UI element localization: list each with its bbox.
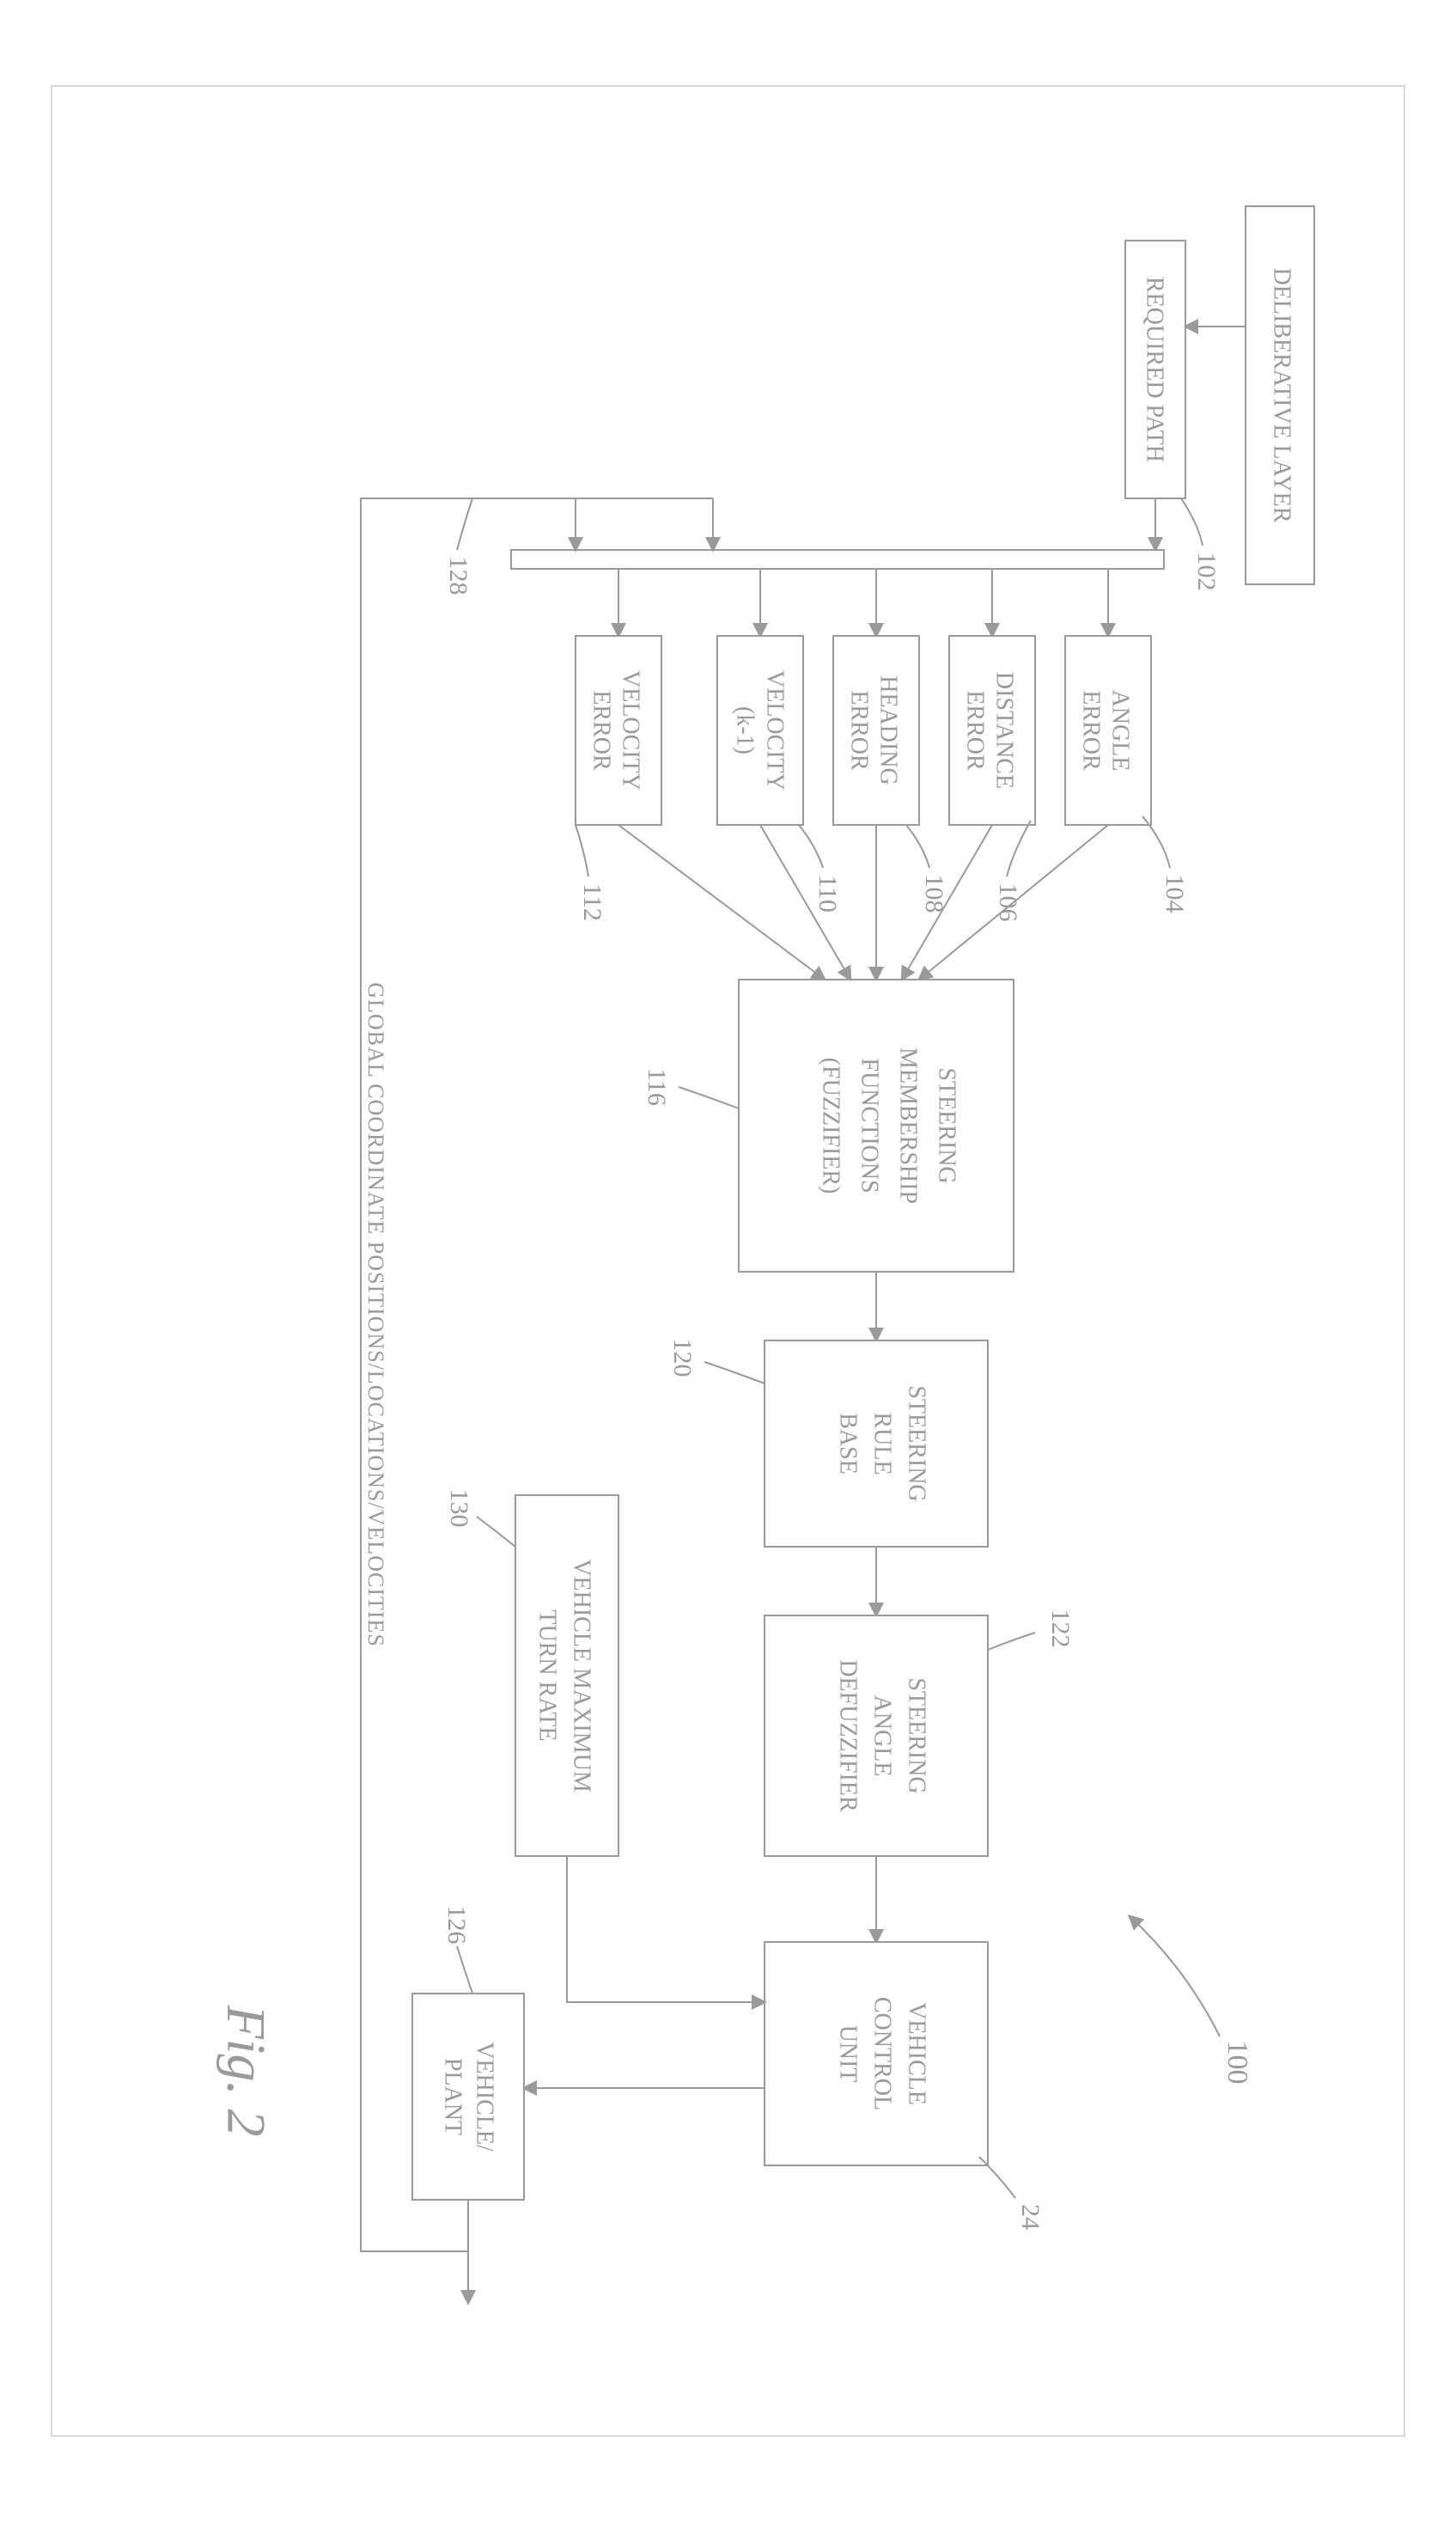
leader-122 xyxy=(988,1633,1035,1650)
label-vcu-3: UNIT xyxy=(835,2025,862,2083)
label-heading-error-1: HEADING xyxy=(875,675,902,785)
ref-104: 104 xyxy=(1161,875,1189,913)
label-rule-3: BASE xyxy=(835,1413,862,1475)
ref-120: 120 xyxy=(668,1339,697,1377)
label-required-path-line: REQUIRED PATH xyxy=(1142,277,1168,462)
label-vcu-2: CONTROL xyxy=(869,1997,896,2110)
leader-128 xyxy=(457,498,472,550)
leader-24 xyxy=(979,2157,1015,2198)
label-distance-error-2: ERROR xyxy=(962,690,989,771)
leader-112 xyxy=(576,825,588,876)
label-velk1-1: VELOCITY xyxy=(762,670,789,791)
leader-100 xyxy=(1130,1916,1220,2037)
label-velerr-2: ERROR xyxy=(588,690,615,771)
label-distance-error-1: DISTANCE xyxy=(991,672,1018,789)
bus-bar xyxy=(511,550,1164,569)
leader-116 xyxy=(679,1087,739,1108)
label-plant-1: VEHICLE/ xyxy=(472,2042,498,2152)
label-angle-error-1: ANGLE xyxy=(1107,690,1134,772)
label-turn-2: TURN RATE xyxy=(534,1609,561,1741)
label-defuzz-3: DEFUZZIFIER xyxy=(835,1659,862,1812)
leader-106 xyxy=(1007,821,1031,876)
label-vcu-1: VEHICLE xyxy=(904,2002,930,2105)
label-defuzz-2: ANGLE xyxy=(869,1695,896,1777)
label-plant-2: PLANT xyxy=(440,2058,466,2135)
ref-112: 112 xyxy=(578,883,606,921)
label-heading-error-2: ERROR xyxy=(846,690,873,771)
ref-130: 130 xyxy=(445,1489,473,1528)
box-plant xyxy=(412,1994,524,2200)
label-fuzz-2: MEMBERSHIP xyxy=(895,1047,922,1204)
leader-108 xyxy=(906,825,929,868)
leader-102 xyxy=(1181,498,1203,546)
leader-110 xyxy=(799,825,823,868)
label-turn-1: VEHICLE MAXIMUM xyxy=(569,1559,595,1792)
label-deliberative-layer: DELIBERATIVE LAYER xyxy=(1269,268,1295,523)
ref-128: 128 xyxy=(444,557,472,595)
ref-24: 24 xyxy=(1016,2204,1045,2230)
label-rule-1: STEERING xyxy=(904,1385,930,1501)
leader-126 xyxy=(457,1946,472,1994)
ref-122: 122 xyxy=(1046,1609,1075,1648)
label-fuzz-3: FUNCTIONS xyxy=(856,1058,883,1193)
label-rule-2: RULE xyxy=(869,1412,896,1475)
label-velk1-2: (k-1) xyxy=(732,706,758,754)
wire-turn-to-vcu xyxy=(567,1856,765,2002)
ref-110: 110 xyxy=(813,875,842,913)
figure-caption: Fig. 2 xyxy=(216,2005,277,2137)
label-feedback: GLOBAL COORDINATE POSITIONS/LOCATIONS/VE… xyxy=(363,982,388,1647)
box-turn-rate xyxy=(515,1495,618,1856)
leader-130 xyxy=(477,1517,515,1547)
label-fuzz-4: (FUZZIFIER) xyxy=(818,1058,844,1194)
ref-102: 102 xyxy=(1192,553,1221,591)
label-fuzz-1: STEERING xyxy=(934,1067,960,1183)
label-angle-error-2: ERROR xyxy=(1078,690,1105,771)
wire-velerr-to-fuzz xyxy=(618,825,825,980)
label-defuzz-1: STEERING xyxy=(904,1677,930,1793)
ref-100: 100 xyxy=(1221,2041,1253,2085)
label-velerr-1: VELOCITY xyxy=(618,670,644,791)
ref-126: 126 xyxy=(442,1906,471,1945)
ref-116: 116 xyxy=(643,1068,671,1106)
leader-120 xyxy=(704,1362,765,1383)
box-velocity-k1 xyxy=(717,636,803,825)
